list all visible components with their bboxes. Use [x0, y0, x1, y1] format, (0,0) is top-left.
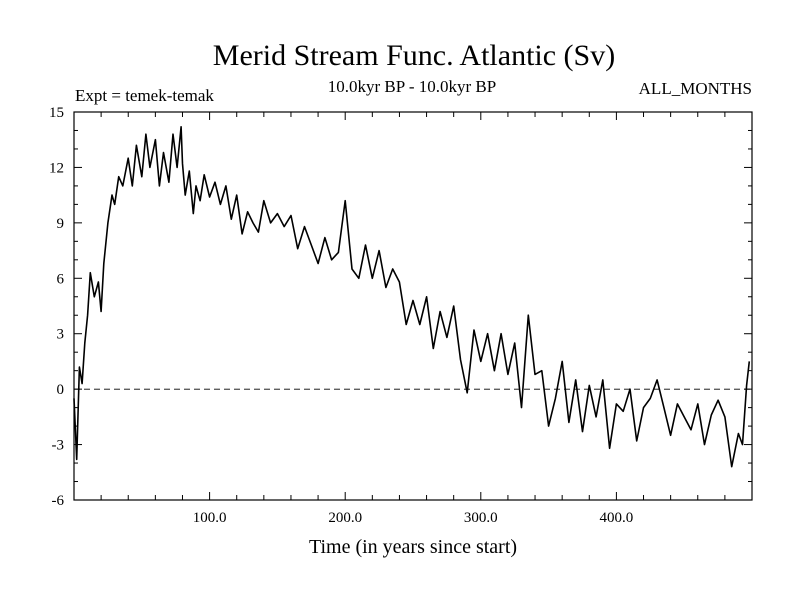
y-tick-label: -3: [52, 438, 65, 454]
y-tick-label: 6: [57, 271, 65, 287]
y-tick-label: 15: [49, 105, 64, 121]
series-line: [73, 126, 751, 468]
y-tick-label: 9: [57, 216, 65, 232]
y-tick-label: 12: [49, 160, 64, 176]
chart-title: Merid Stream Func. Atlantic (Sv): [213, 39, 615, 72]
y-tick-label: 3: [57, 327, 65, 343]
x-tick-label: 400.0: [600, 510, 634, 526]
x-axis-label: Time (in years since start): [309, 536, 517, 558]
subtitle-left: Expt = temek-temak: [75, 86, 214, 105]
y-tick-label: -6: [52, 493, 65, 509]
x-tick-label: 200.0: [328, 510, 362, 526]
plot-frame: [73, 111, 753, 501]
x-tick-label: 300.0: [464, 510, 498, 526]
y-tick-label: 0: [57, 382, 65, 398]
subtitle-center: 10.0kyr BP - 10.0kyr BP: [328, 77, 496, 96]
x-tick-label: 100.0: [193, 510, 227, 526]
subtitle-right: ALL_MONTHS: [639, 79, 752, 98]
